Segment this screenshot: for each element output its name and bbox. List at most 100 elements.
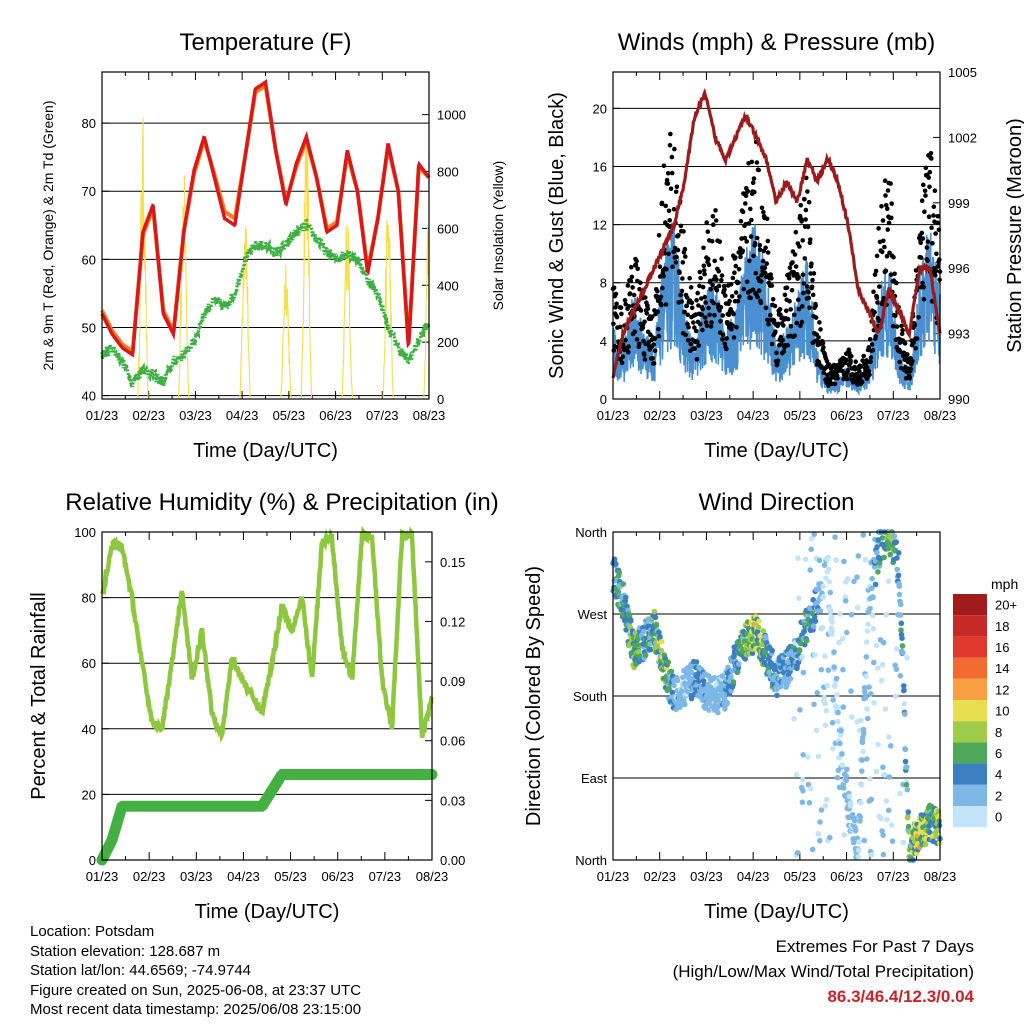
direction-point (894, 566, 900, 573)
rh-series-line (99, 525, 434, 744)
direction-point (854, 574, 860, 580)
gust-point (809, 284, 815, 290)
direction-point (848, 688, 854, 694)
gust-point (611, 348, 616, 353)
direction-point (861, 730, 867, 736)
gust-point (703, 300, 708, 305)
x-tick-label: 08/23 (924, 408, 957, 423)
direction-point (839, 751, 845, 757)
direction-point (869, 575, 875, 582)
direction-point (870, 594, 876, 601)
gust-point (762, 270, 768, 276)
y-category-label: West (578, 607, 608, 622)
y-axis-label: 2m & 9m T (Red, Orange) & 2m Td (Green) (40, 101, 56, 371)
gust-point (883, 268, 889, 274)
gust-point (669, 154, 675, 160)
gust-point (635, 266, 640, 272)
gust-point (865, 365, 870, 371)
direction-point (873, 768, 880, 775)
direction-point (682, 701, 688, 708)
gust-point (676, 233, 681, 238)
direction-point (847, 800, 854, 806)
gust-point (694, 357, 700, 362)
direction-point (865, 621, 871, 628)
direction-point (880, 764, 886, 770)
legend-label: 8 (995, 725, 1002, 740)
gust-point (765, 250, 771, 255)
legend-swatch (953, 742, 987, 764)
gust-point (738, 254, 743, 260)
gust-point (754, 235, 760, 241)
direction-point (860, 532, 867, 538)
y-right-tick-label: 1002 (948, 130, 977, 145)
y-right-tick-label: 999 (948, 196, 970, 211)
gust-point (620, 354, 626, 359)
legend-swatch (953, 636, 987, 658)
direction-point (824, 682, 831, 689)
direction-point (905, 809, 912, 815)
gust-point (879, 204, 884, 209)
gust-point (722, 287, 727, 292)
direction-point (882, 772, 888, 778)
gust-point (751, 176, 757, 181)
gust-point (790, 260, 795, 265)
direction-point (874, 665, 881, 671)
direction-point (807, 567, 813, 573)
gust-point (886, 220, 892, 226)
gust-point (817, 320, 822, 325)
direction-point (719, 683, 725, 689)
direction-point (730, 679, 737, 685)
direction-point (836, 784, 843, 791)
x-tick-label: 07/23 (369, 869, 402, 884)
direction-point (659, 639, 665, 645)
direction-point (671, 682, 677, 689)
direction-point (852, 827, 859, 834)
gust-point (701, 268, 707, 273)
gust-point (758, 300, 764, 306)
legend-label: 10 (995, 704, 1009, 719)
direction-point (799, 799, 806, 805)
direction-point (845, 576, 851, 582)
gust-point (666, 251, 671, 257)
direction-point (864, 706, 870, 712)
gust-points (610, 131, 943, 388)
direction-point (889, 838, 896, 844)
direction-point (904, 786, 911, 793)
direction-point (901, 701, 908, 707)
direction-point (868, 852, 875, 858)
gust-point (645, 306, 651, 311)
gust-point (810, 277, 815, 283)
gust-point (717, 239, 723, 244)
x-tick-label: 02/23 (643, 869, 676, 884)
gust-point (680, 276, 685, 281)
direction-point (810, 623, 817, 630)
elevation-text: Station elevation: 128.687 m (30, 942, 221, 960)
solar-series-line (102, 117, 430, 400)
direction-point (888, 822, 895, 828)
gust-point (692, 346, 698, 351)
direction-point (803, 637, 810, 644)
gust-point (935, 213, 941, 219)
gust-point (931, 213, 936, 218)
gust-point (707, 312, 712, 318)
direction-point (806, 800, 813, 806)
gust-point (675, 247, 681, 253)
direction-point (832, 534, 838, 540)
legend-swatch (953, 763, 987, 785)
gust-point (663, 302, 669, 307)
direction-point (808, 546, 814, 553)
gust-point (633, 262, 639, 268)
direction-point (833, 675, 840, 682)
direction-point (902, 711, 908, 717)
gust-point (659, 200, 665, 206)
direction-point (880, 832, 886, 838)
gust-point (798, 323, 803, 329)
direction-point (818, 666, 825, 673)
gust-point (863, 361, 869, 367)
direction-point (817, 819, 823, 825)
gust-point (873, 334, 878, 339)
direction-point (858, 782, 865, 788)
gust-point (874, 253, 880, 259)
gust-point (929, 225, 934, 230)
y-tick-label: 60 (82, 252, 96, 267)
